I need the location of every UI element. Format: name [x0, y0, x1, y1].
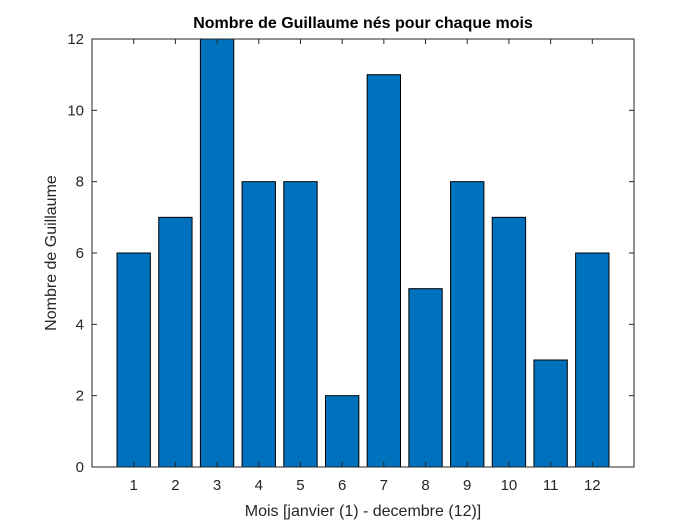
x-tick-label-11: 11 [543, 477, 559, 494]
bar-5 [283, 181, 318, 468]
y-axis-ticks: 0 2 4 6 8 10 12 [67, 31, 634, 476]
y-tick-label-2: 2 [76, 388, 84, 405]
y-tick-label-4: 4 [76, 316, 84, 333]
bar-11 [533, 359, 568, 468]
x-tick-label-1: 1 [130, 477, 138, 494]
x-tick-label-12: 12 [584, 477, 601, 494]
x-tick-label-2: 2 [171, 477, 179, 494]
x-tick-label-10: 10 [501, 477, 518, 494]
y-tick-label-8: 8 [76, 174, 84, 191]
bar-7 [366, 74, 402, 468]
x-tick-label-9: 9 [463, 477, 471, 494]
bar-3 [199, 38, 235, 468]
x-tick-label-5: 5 [296, 477, 304, 494]
chart-title: Nombre de Guillaume nés pour chaque mois [193, 15, 533, 32]
x-tick-label-3: 3 [213, 477, 221, 494]
bar-8 [408, 288, 443, 468]
x-tick-label-4: 4 [255, 477, 263, 494]
bar-12 [575, 252, 610, 468]
y-tick-label-10: 10 [67, 102, 84, 119]
y-tick-label-0: 0 [76, 459, 84, 476]
x-tick-label-6: 6 [338, 477, 346, 494]
bar-9 [450, 181, 485, 468]
bar-6 [324, 395, 360, 468]
x-axis-label: Mois [janvier (1) - decembre (12)] [245, 503, 482, 520]
bar-1 [116, 252, 151, 468]
y-axis-label: Nombre de Guillaume [43, 175, 60, 331]
y-tick-label-6: 6 [76, 245, 84, 262]
y-tick-label-12: 12 [67, 31, 84, 48]
bar-4 [241, 181, 276, 468]
x-tick-label-7: 7 [380, 477, 388, 494]
bar-2 [158, 216, 193, 468]
x-axis-ticks: 1 2 3 4 5 6 7 8 9 10 11 12 [130, 39, 601, 494]
x-tick-label-8: 8 [421, 477, 429, 494]
bars-group [116, 38, 610, 468]
bar-10 [491, 216, 527, 468]
